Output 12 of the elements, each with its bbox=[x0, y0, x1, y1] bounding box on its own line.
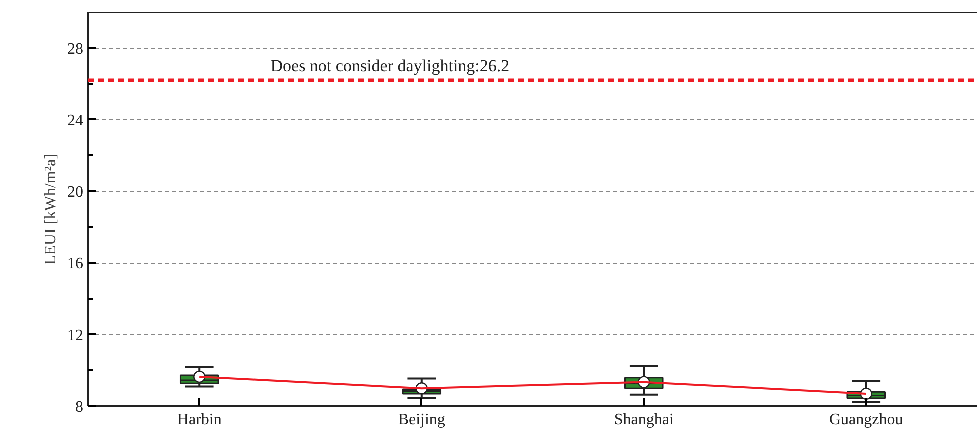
y-tick-label: 12 bbox=[68, 327, 84, 344]
y-axis-title: LEUI [kWh/m²a] bbox=[42, 154, 60, 265]
y-tick-label: 20 bbox=[68, 184, 84, 202]
x-tick-label: Guangzhou bbox=[829, 412, 904, 428]
ref-line-label: Does not consider daylighting:26.2 bbox=[270, 56, 510, 76]
y-tick-label: 8 bbox=[76, 399, 84, 416]
x-tick-label: Harbin bbox=[177, 412, 222, 428]
y-tick-label: 24 bbox=[68, 112, 84, 130]
x-tick-label: Beijing bbox=[398, 412, 446, 428]
y-tick-label: 28 bbox=[68, 40, 84, 58]
y-tick-label: 16 bbox=[68, 256, 84, 273]
x-tick-label: Shanghai bbox=[614, 412, 674, 428]
